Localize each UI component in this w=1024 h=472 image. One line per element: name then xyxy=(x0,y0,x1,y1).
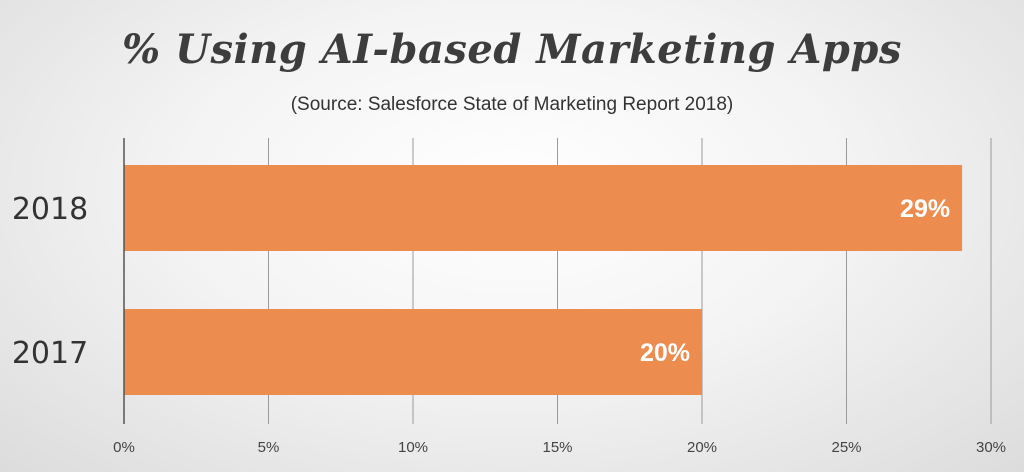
bars xyxy=(124,165,963,395)
bar-2018 xyxy=(124,165,963,251)
x-tick-label: 5% xyxy=(258,439,280,456)
x-tick-label: 25% xyxy=(831,439,861,456)
category-label-2018: 2018 xyxy=(12,192,88,227)
x-tick-label: 10% xyxy=(398,439,428,456)
x-tick-label: 20% xyxy=(687,439,717,456)
x-tick-label: 15% xyxy=(542,439,572,456)
x-tick-label: 0% xyxy=(113,439,135,456)
value-label-2018: 29% xyxy=(900,195,950,223)
x-tick-label: 30% xyxy=(976,439,1006,456)
category-label-2017: 2017 xyxy=(12,336,88,371)
bar-2017 xyxy=(124,309,702,395)
chart-title: % Using AI-based Marketing Apps xyxy=(122,26,902,73)
labels: 0% 5% 10% 15% 20% 25% 30% 29% 2018 20% 2017 xyxy=(12,192,1006,456)
chart-subtitle: (Source: Salesforce State of Marketing R… xyxy=(290,94,734,115)
value-label-2017: 20% xyxy=(640,339,690,367)
